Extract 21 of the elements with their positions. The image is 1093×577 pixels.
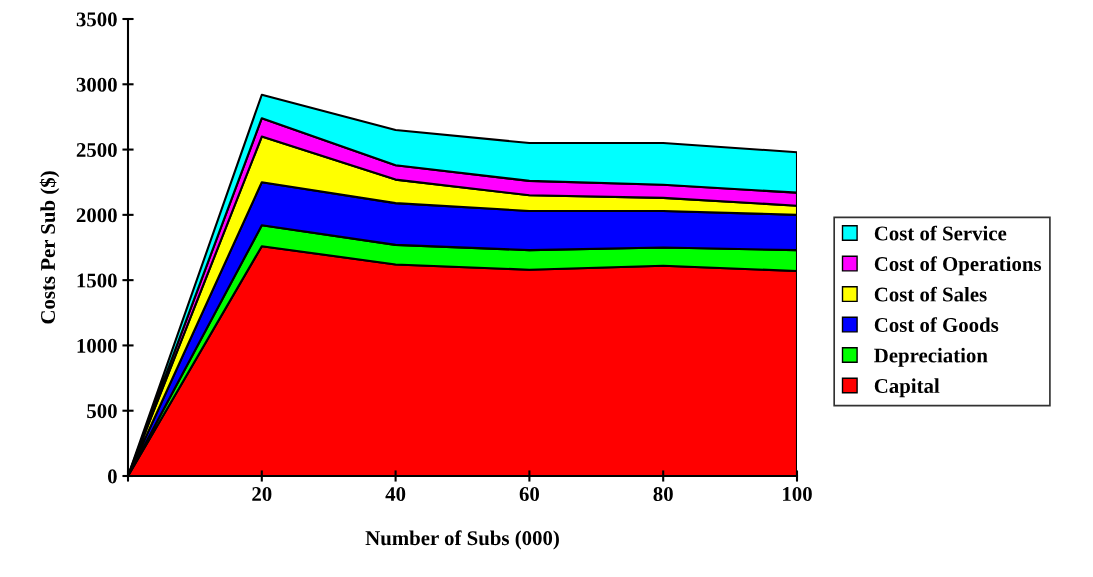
y-tick-label: 500: [87, 404, 117, 419]
y-tick-label: 2500: [76, 142, 117, 157]
x-tick-label: 20: [252, 487, 272, 502]
legend-label: Cost of Service: [874, 225, 1007, 241]
legend-label: Cost of Operations: [874, 256, 1042, 276]
x-tick-label: 60: [519, 487, 540, 502]
y-tick-label: 1500: [77, 273, 117, 288]
x-tick-label: 40: [385, 487, 406, 502]
legend-label: Depreciation: [874, 347, 988, 367]
y-tick-label: 3500: [76, 12, 117, 27]
y-tick-label: 3000: [76, 77, 117, 92]
legend-label: Capital: [874, 378, 940, 398]
legend-label: Cost of Goods: [874, 317, 999, 333]
x-tick-label: 100: [783, 487, 812, 502]
y-axis-title: Costs Per Sub ($): [39, 171, 60, 324]
y-tick-label: 0: [107, 469, 117, 484]
x-axis-title: Number of Subs (000): [365, 530, 559, 550]
legend-label: Cost of Sales: [874, 286, 987, 302]
x-tick-label: 80: [653, 487, 673, 502]
y-tick-label: 1000: [77, 338, 117, 353]
y-tick-label: 2000: [76, 208, 117, 223]
